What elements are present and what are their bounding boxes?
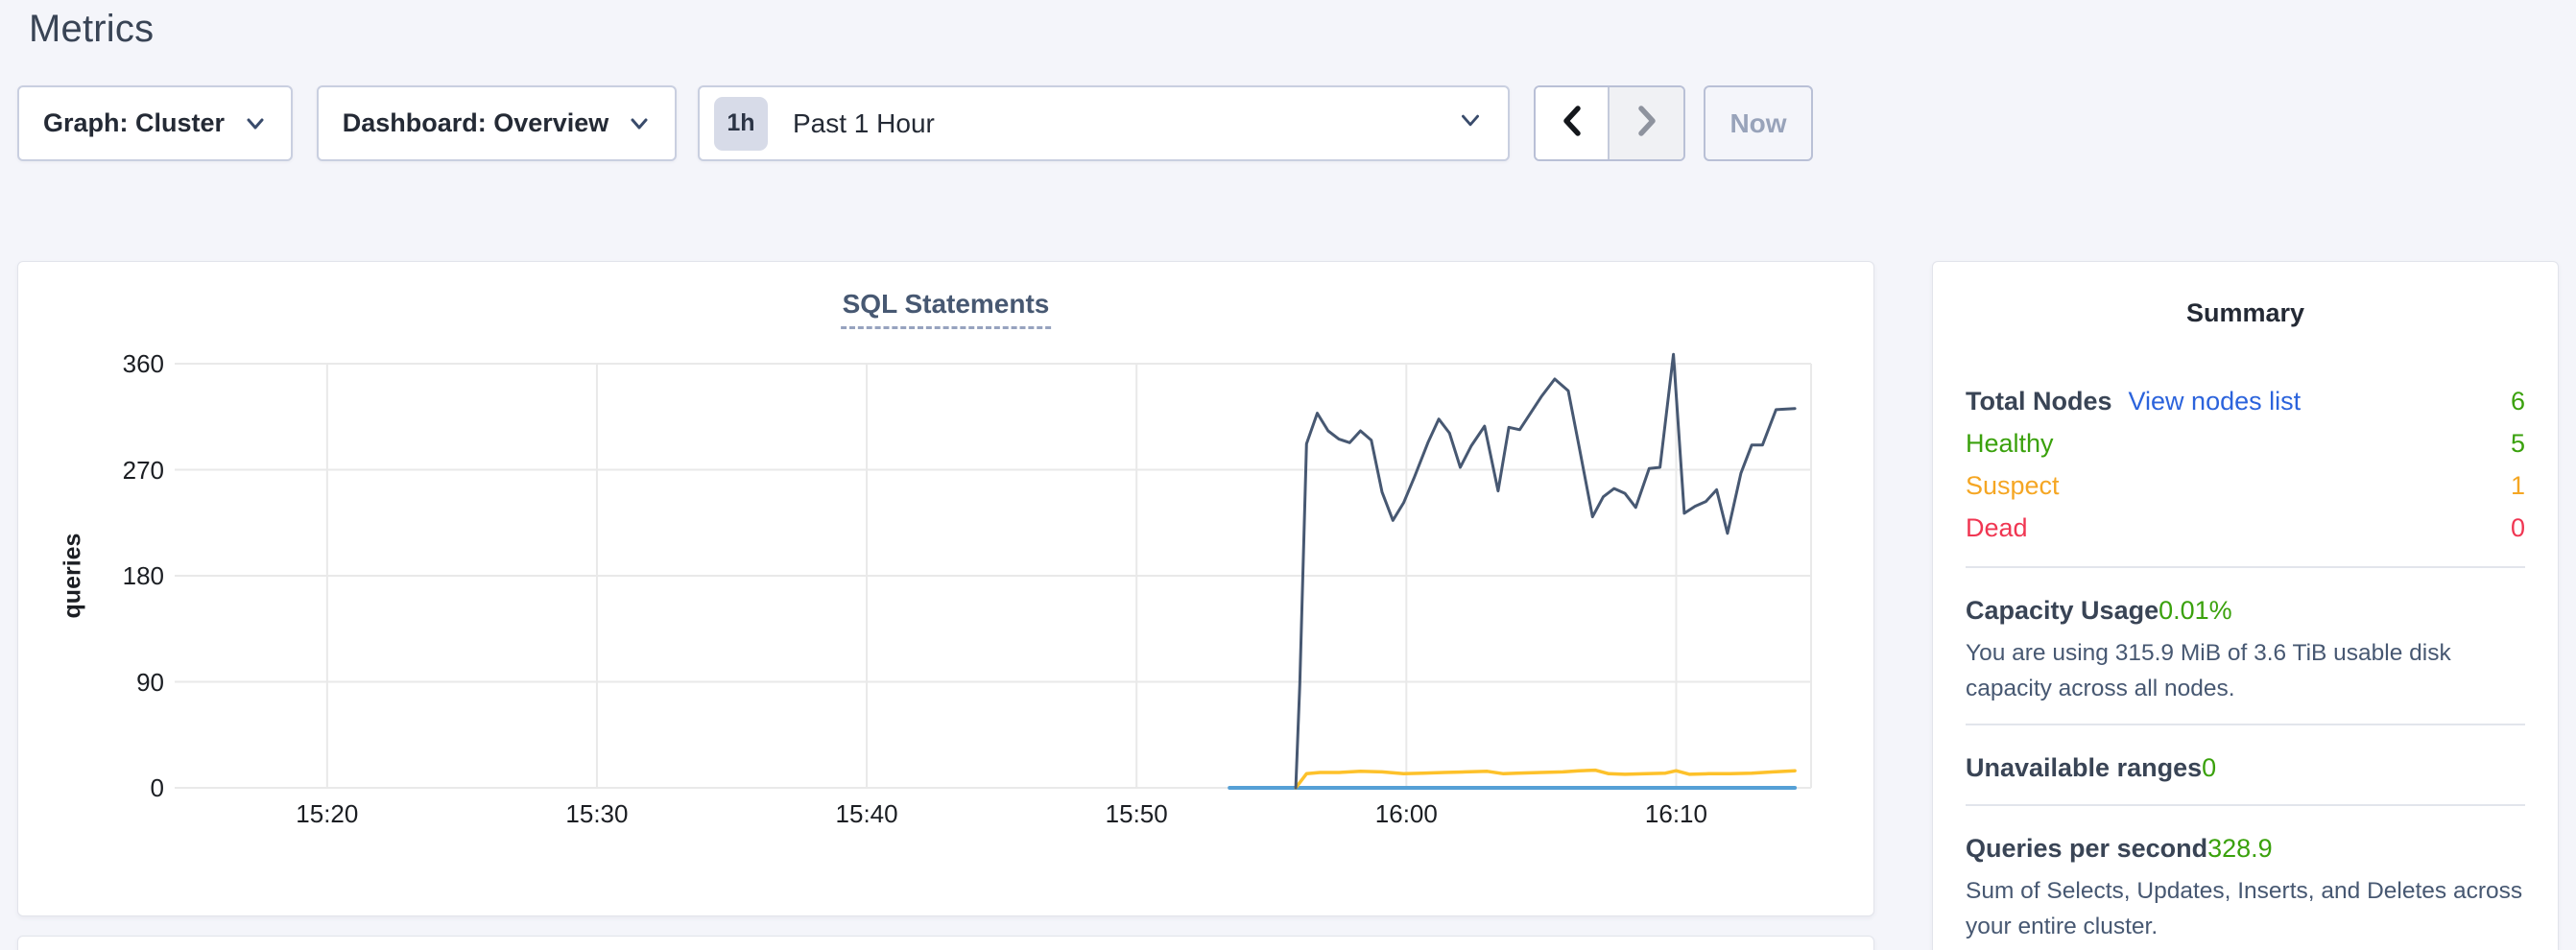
healthy-value: 5 <box>2510 428 2525 458</box>
y-tick-label: 180 <box>122 561 164 590</box>
time-range-label: Past 1 Hour <box>793 107 935 138</box>
x-tick-label: 16:10 <box>1644 799 1707 828</box>
capacity-usage-value: 0.01% <box>2159 595 2232 625</box>
x-tick-label: 15:30 <box>565 799 629 828</box>
x-axis-tick-labels: 15:20 15:30 15:40 15:50 16:00 16:10 <box>175 799 1811 838</box>
summary-title: Summary <box>2185 298 2305 327</box>
navy-line <box>1294 352 1797 790</box>
chevron-left-icon <box>1558 102 1586 145</box>
chevron-down-icon <box>1458 107 1483 139</box>
y-tick-label: 90 <box>136 667 164 697</box>
chevron-down-icon <box>244 112 267 135</box>
queries-per-second-description: Sum of Selects, Updates, Inserts, and De… <box>1966 878 2523 939</box>
now-button[interactable]: Now <box>1704 85 1813 161</box>
time-range-dropdown[interactable]: 1h Past 1 Hour <box>698 85 1510 161</box>
x-tick-label: 15:50 <box>1105 799 1168 828</box>
time-step-buttons <box>1534 85 1685 161</box>
previous-timeframe-button[interactable] <box>1536 87 1610 159</box>
queries-per-second-section: Queries per second 328.9 Sum of Selects,… <box>1966 829 2525 944</box>
x-tick-label: 15:20 <box>296 799 359 828</box>
x-tick-label: 15:40 <box>835 799 898 828</box>
unavailable-ranges-value: 0 <box>2202 752 2217 782</box>
divider <box>1966 804 2525 806</box>
sql-statements-chart-card: SQL Statements queries 0 90 180 270 360 15:2… <box>17 261 1874 916</box>
suspect-label: Suspect <box>1966 470 2060 500</box>
queries-per-second-label: Queries per second <box>1966 833 2208 863</box>
healthy-label: Healthy <box>1966 428 2054 458</box>
graph-dropdown-label: Graph: Cluster <box>42 108 226 137</box>
unavailable-ranges-label: Unavailable ranges <box>1966 752 2203 782</box>
yellow-line <box>1294 768 1797 790</box>
unavailable-ranges-section: Unavailable ranges 0 <box>1966 748 2525 787</box>
total-nodes-row: Total Nodes View nodes list 6 <box>1966 380 2525 422</box>
dead-value: 0 <box>2510 512 2525 542</box>
next-timeframe-button[interactable] <box>1610 87 1683 159</box>
time-range-badge: 1h <box>714 96 768 151</box>
dead-nodes-row: Dead 0 <box>1966 507 2525 549</box>
page-title: Metrics <box>29 8 155 50</box>
summary-panel: Summary Total Nodes View nodes list 6 He… <box>1932 261 2559 950</box>
dead-label: Dead <box>1966 512 2028 542</box>
capacity-usage-description: You are using 315.9 MiB of 3.6 TiB usabl… <box>1966 640 2451 701</box>
queries-per-second-value: 328.9 <box>2207 833 2273 863</box>
graph-dropdown[interactable]: Graph: Cluster <box>17 85 293 161</box>
dashboard-dropdown[interactable]: Dashboard: Overview <box>317 85 677 161</box>
view-nodes-list-link[interactable]: View nodes list <box>2128 386 2302 416</box>
line-chart-plot-area[interactable] <box>175 352 1812 790</box>
y-tick-label: 270 <box>122 455 164 485</box>
chart-title[interactable]: SQL Statements <box>840 289 1052 329</box>
capacity-usage-section: Capacity Usage 0.01% You are using 315.9… <box>1966 591 2525 706</box>
chevron-right-icon <box>1633 102 1661 145</box>
total-nodes-label: Total Nodes <box>1966 386 2112 416</box>
x-tick-label: 16:00 <box>1374 799 1438 828</box>
divider <box>1966 724 2525 725</box>
dashboard-dropdown-label: Dashboard: Overview <box>342 108 609 137</box>
capacity-usage-label: Capacity Usage <box>1966 595 2159 625</box>
total-nodes-value: 6 <box>2510 386 2525 416</box>
y-tick-label: 0 <box>150 773 164 802</box>
next-chart-card-partial <box>17 936 1874 950</box>
y-axis-tick-labels: 0 90 180 270 360 <box>18 262 164 917</box>
divider <box>1966 566 2525 568</box>
healthy-nodes-row: Healthy 5 <box>1966 422 2525 464</box>
suspect-nodes-row: Suspect 1 <box>1966 464 2525 507</box>
suspect-value: 1 <box>2510 470 2525 500</box>
y-tick-label: 360 <box>122 349 164 378</box>
chevron-down-icon <box>628 112 651 135</box>
